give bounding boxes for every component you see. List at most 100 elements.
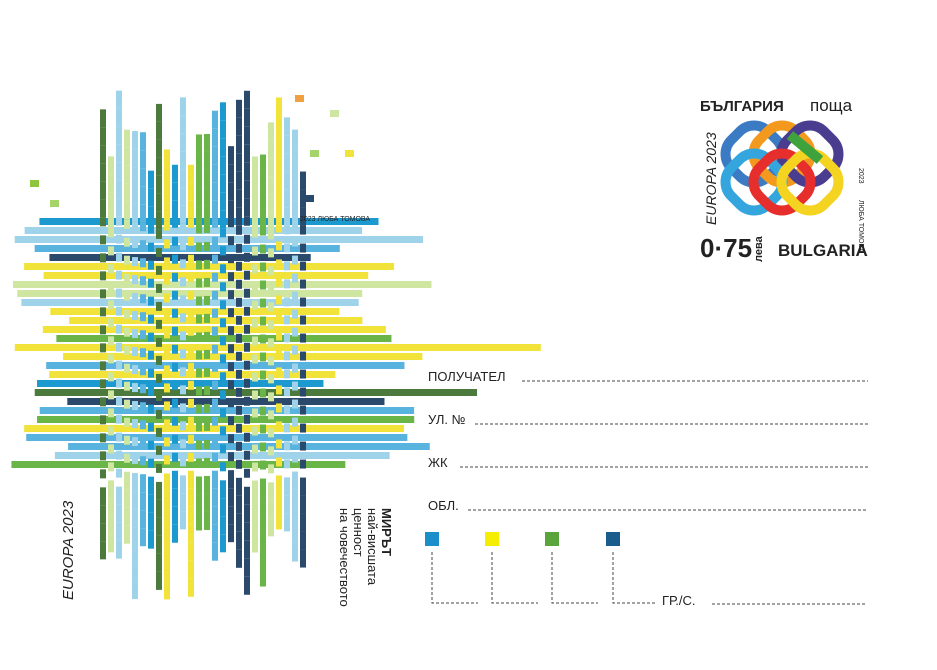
paper-strip (156, 247, 162, 257)
paper-strip (252, 246, 258, 256)
paper-strip (124, 147, 130, 166)
message-line: най-висшата (365, 508, 380, 586)
paper-strip (132, 365, 138, 375)
paper-strip (268, 302, 274, 312)
paper-strip (132, 527, 138, 546)
paper-strip (204, 349, 210, 359)
paper-strip (220, 318, 226, 328)
paper-strip (300, 423, 306, 433)
paper-strip (300, 369, 306, 379)
paper-strip (164, 311, 170, 321)
paper-strip (188, 578, 194, 597)
paper-strip (330, 110, 339, 117)
paper-strip (220, 282, 226, 292)
paper-strip (108, 516, 114, 535)
paper-strip (100, 217, 106, 227)
paper-strip (156, 319, 162, 329)
paper-strip (132, 311, 138, 321)
paper-strip (284, 279, 290, 289)
paper-strip (140, 132, 146, 151)
paper-strip (100, 109, 106, 128)
paper-strip (116, 270, 122, 280)
paper-strip (108, 372, 114, 382)
paper-strip (132, 329, 138, 339)
paper-strip (260, 550, 266, 569)
paper-strip (188, 182, 194, 201)
paper-strip (284, 171, 290, 190)
paper-strip (244, 234, 250, 244)
paper-strip (212, 434, 218, 444)
paper-strip (220, 192, 226, 211)
paper-strip (148, 458, 154, 468)
paper-strip (140, 276, 146, 286)
paper-strip (305, 195, 314, 202)
paper-strip (212, 236, 218, 246)
paper-strip (212, 398, 218, 408)
paper-strip (180, 187, 186, 206)
paper-strip (132, 491, 138, 510)
paper-strip (260, 316, 266, 326)
paper-strip (236, 531, 242, 550)
paper-strip (244, 504, 250, 523)
paper-strip (284, 315, 290, 325)
paper-strip (244, 108, 250, 127)
paper-strip (284, 153, 290, 172)
paper-strip (148, 170, 154, 189)
paper-strip (180, 349, 186, 359)
paper-strip (116, 414, 122, 424)
paper-strip (260, 172, 266, 191)
paper-strip (212, 290, 218, 300)
paper-strip (49, 254, 311, 261)
paper-strip (108, 354, 114, 364)
paper-strip (100, 289, 106, 299)
paper-strip (68, 443, 430, 450)
paper-strip (116, 324, 122, 334)
paper-strip (268, 464, 274, 474)
paper-strip (204, 475, 210, 494)
paper-strip (268, 338, 274, 348)
paper-strip (172, 380, 178, 390)
stamp-knot (720, 120, 844, 216)
paper-strip (292, 327, 298, 337)
paper-strip (284, 189, 290, 208)
paper-strip (236, 495, 242, 514)
paper-strip (244, 558, 250, 577)
paper-strip (268, 176, 274, 195)
paper-strip (236, 99, 242, 118)
paper-strip (156, 481, 162, 500)
paper-strip (69, 317, 363, 324)
paper-strip (252, 318, 258, 328)
paper-strip (188, 488, 194, 507)
paper-strip (228, 398, 234, 408)
paper-strip (260, 352, 266, 362)
paper-strip (292, 147, 298, 166)
artwork-message: МИРЪТ най-висшата ценност на човечествот… (337, 508, 394, 607)
paper-strip (284, 351, 290, 361)
paper-strip (292, 489, 298, 508)
paper-strip (196, 404, 202, 414)
paper-strip (116, 504, 122, 523)
paper-strip (276, 241, 282, 251)
paper-strip (132, 581, 138, 600)
paper-strip (276, 97, 282, 116)
paper-strip (292, 219, 298, 229)
paper-strip (244, 90, 250, 109)
paper-strip (268, 410, 274, 420)
paper-strip (180, 475, 186, 494)
paper-strip (148, 386, 154, 396)
paper-strip (124, 525, 130, 544)
paper-strip (236, 513, 242, 532)
paper-strip (108, 534, 114, 553)
paper-strip (228, 290, 234, 300)
paper-strip (34, 245, 340, 252)
paper-strip (204, 511, 210, 530)
paper-strip (212, 218, 218, 228)
message-line: на човечеството (337, 508, 352, 607)
paper-strip (212, 128, 218, 147)
paper-strip (188, 470, 194, 489)
paper-strip (228, 524, 234, 543)
paper-strip (212, 416, 218, 426)
paper-strip (310, 150, 319, 157)
paper-strip (132, 149, 138, 168)
paper-strip (132, 545, 138, 564)
